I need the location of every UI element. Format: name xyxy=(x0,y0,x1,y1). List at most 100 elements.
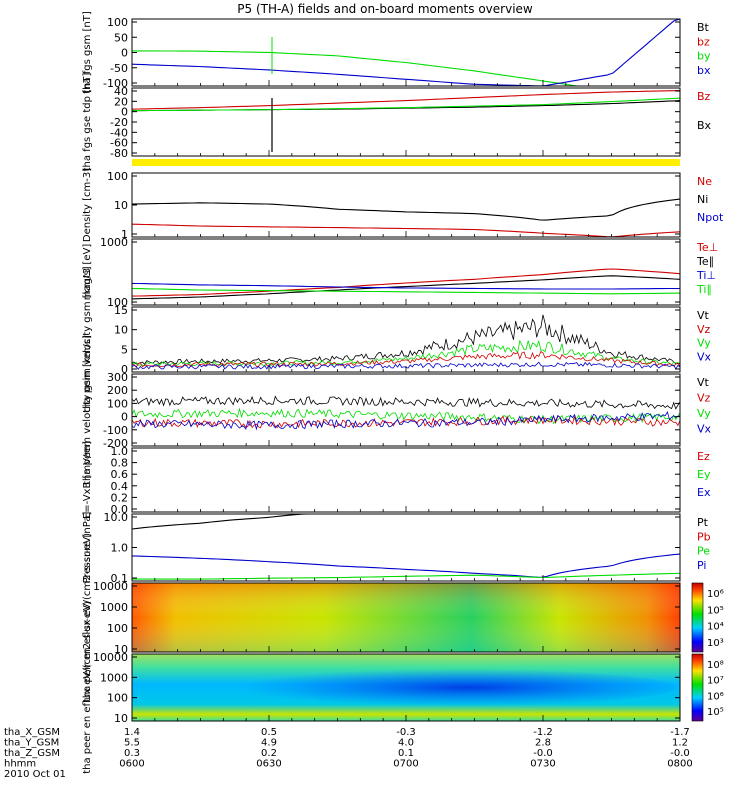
y-tick-label: 0 xyxy=(121,411,128,424)
y-tick-label: 10 xyxy=(114,643,128,656)
series-Ti⊥-line xyxy=(131,282,680,290)
y-tick-label: 0 xyxy=(121,363,128,376)
ion-spectrogram-shade xyxy=(132,583,680,652)
orbit-row-value: 2.8 xyxy=(535,738,551,749)
series-Vz-line xyxy=(131,351,681,368)
legend-entry: Te⊥ xyxy=(696,241,718,254)
y-tick-label: 100 xyxy=(107,692,128,705)
panel-frame xyxy=(131,18,681,87)
y-tick-label: 1.0 xyxy=(111,542,129,555)
series-Vx-line xyxy=(131,410,681,431)
y-tick-label: 10.0 xyxy=(104,511,129,524)
y-tick-label: 0.2 xyxy=(111,491,129,504)
y-axis-label: E=-VxB [mV/m] xyxy=(82,441,93,519)
colorbar-tick-label: 10⁸ xyxy=(707,660,724,671)
legend-entry: Pe xyxy=(697,545,710,558)
y-axis-label: Density [cm-3] xyxy=(82,168,93,242)
orbit-row-value: -0.0 xyxy=(533,748,553,759)
time-axis-label: hhmm xyxy=(4,759,36,770)
colorbar-tick-label: 10⁶ xyxy=(707,589,724,600)
colorbar xyxy=(691,653,704,722)
legend-entry: Bt xyxy=(697,21,710,34)
y-tick-label: 100 xyxy=(107,16,128,29)
orbit-row-value: 1.4 xyxy=(124,727,140,738)
orbit-row-value: 1.2 xyxy=(672,738,688,749)
y-tick-label: -100 xyxy=(103,424,128,437)
y-tick-label: 1000 xyxy=(100,601,128,614)
legend-entry: Te∥ xyxy=(696,255,714,268)
y-tick-label: 40 xyxy=(114,85,128,98)
colorbar xyxy=(691,582,704,653)
legend-entry: Ni xyxy=(697,193,708,206)
legend-entry: Ex xyxy=(697,486,711,499)
y-tick-label: 10 xyxy=(114,324,128,337)
orbit-row-value: -1.7 xyxy=(670,727,690,738)
panel-7: 1.00.80.60.40.20.0 E=-VxB [mV/m] Ez Ey Ex xyxy=(82,441,711,519)
y-axis-label: magt3 [eV] xyxy=(82,244,93,301)
series-By-line xyxy=(131,97,681,112)
panel-3: 100 10 1 Density [cm-3] Ne Ni Npot xyxy=(82,168,724,242)
y-tick-label: -20 xyxy=(110,116,128,129)
orbit-row-value: 0.5 xyxy=(261,727,277,738)
orbit-row-label: tha_Y_GSM xyxy=(4,738,59,749)
chart-title: P5 (TH-A) fields and on-board moments ov… xyxy=(237,2,533,16)
panel-frame xyxy=(131,87,681,157)
y-axis-label: tha peem velocity gsm [km/s] xyxy=(82,335,93,485)
y-tick-label: 1000 xyxy=(100,671,128,684)
legend-entry: Ti⊥ xyxy=(696,269,716,282)
y-tick-label: 0.1 xyxy=(111,572,129,585)
time-tick-label: 0800 xyxy=(667,759,692,770)
y-tick-label: -200 xyxy=(103,437,128,450)
panel-frame xyxy=(131,513,681,582)
colorbar-tick-label: 10⁵ xyxy=(707,605,724,616)
y-tick-label: 1000 xyxy=(100,236,128,249)
y-tick-label: 100 xyxy=(107,170,128,183)
y-axis-label: tha peir en eflux eV/(cm2-s-sr-eV) xyxy=(82,533,93,702)
orbit-row-value: 0.1 xyxy=(398,748,414,759)
y-tick-label: 10 xyxy=(114,712,128,725)
orbit-row-value: 5.5 xyxy=(124,738,140,749)
colorbar-tick-label: 10³ xyxy=(707,638,724,649)
legend-entry: Vz xyxy=(697,392,711,405)
colorbar-tick-label: 10⁷ xyxy=(707,676,724,687)
y-tick-label: 200 xyxy=(107,384,128,397)
time-tick-label: 0630 xyxy=(256,759,281,770)
y-tick-label: 100 xyxy=(107,296,128,309)
orbit-row-value: 4.9 xyxy=(261,738,277,749)
y-tick-label: 10000 xyxy=(93,580,128,593)
orbit-row-value: 0.3 xyxy=(124,748,140,759)
legend-entry: Pb xyxy=(697,530,711,543)
orbit-row-value: -0.3 xyxy=(396,727,416,738)
orbit-row-label: tha_X_GSM xyxy=(4,727,60,738)
orbit-row-value: 4.0 xyxy=(398,738,414,749)
y-tick-label: 20 xyxy=(114,95,128,108)
y-axis-label: tha peer en eflux eV/(cm2-s-sr-eV) xyxy=(82,601,93,774)
legend-entry: Vx xyxy=(697,350,712,363)
series-Vz-line xyxy=(131,414,681,429)
y-tick-label: 0 xyxy=(121,106,128,119)
legend-entry: Ti∥ xyxy=(696,283,712,296)
time-tick-label: 0730 xyxy=(530,759,555,770)
y-tick-label: 0 xyxy=(121,47,128,60)
series-Bz-line xyxy=(131,89,681,110)
series-Vt-line xyxy=(131,314,681,365)
legend-entry: Vz xyxy=(697,323,711,336)
colorbar-tick-label: 10⁵ xyxy=(707,707,724,718)
legend-entry: Vt xyxy=(697,309,710,322)
y-tick-label: 1.0 xyxy=(111,445,129,458)
y-tick-label: 0.6 xyxy=(111,468,129,481)
series-Vt-line xyxy=(131,395,681,410)
panel-10: 10⁸ 10⁷ 10⁶ 10⁵ 10000 1000 100 10 tha peer en ef… xyxy=(82,601,724,774)
y-tick-label: 300 xyxy=(107,371,128,384)
legend-entry: Ez xyxy=(697,450,710,463)
y-tick-label: 0.4 xyxy=(111,480,129,493)
legend-entry: bx xyxy=(697,64,711,77)
legend-entry: Pi xyxy=(697,559,706,572)
panel-frame xyxy=(131,373,681,447)
y-tick-label: 5 xyxy=(121,343,128,356)
orbit-row-value: 0.2 xyxy=(261,748,277,759)
y-tick-label: 1 xyxy=(121,228,128,241)
